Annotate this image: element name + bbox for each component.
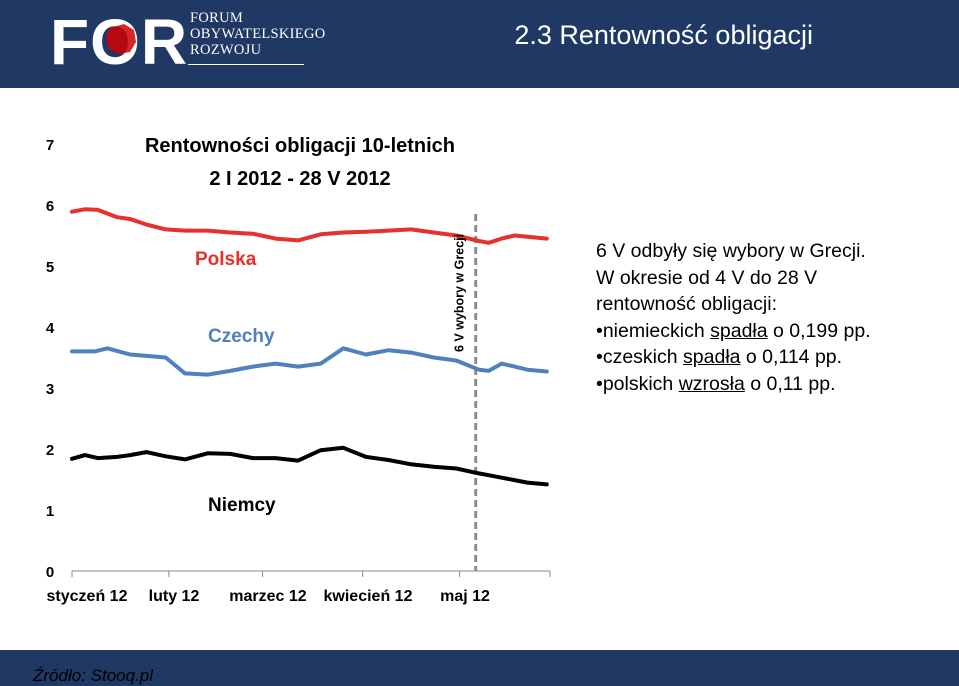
x-tick-label: marzec 12 (229, 588, 306, 605)
info-text: 6 V odbyły się wybory w Grecji. W okresi… (596, 238, 946, 397)
chart-title-line-1: Rentowności obligacji 10-letnich (145, 135, 455, 157)
footer-bar (0, 650, 959, 686)
election-annotation: 6 V wybory w Grecji (453, 234, 467, 352)
y-tick-label: 1 (46, 503, 54, 520)
chart-series (70, 207, 549, 571)
x-tick-label: styczeń 12 (47, 588, 128, 605)
logo-line-3: ROZWOJU (190, 42, 262, 58)
x-tick-label: maj 12 (440, 588, 490, 605)
x-tick-label: luty 12 (149, 588, 200, 605)
info-bullet-poland: •polskich wzrosła o 0,11 pp. (596, 372, 836, 395)
source-note: Źródło: Stooq.pl (33, 666, 154, 685)
chart-labels: 6 V wybory w Grecji Polska Czechy Niemcy (195, 234, 467, 516)
logo-line-2: OBYWATELSKIEGO (190, 26, 326, 42)
y-tick-label: 6 (46, 198, 54, 215)
logo-line-1: FORUM (190, 10, 244, 26)
x-tick-label: kwiecień 12 (324, 588, 413, 605)
info-bullet-czech: •czeskich spadła o 0,114 pp. (596, 346, 843, 368)
info-intro-2: W okresie od 4 V do 28 V (596, 266, 818, 289)
bond-yield-chart: Rentowności obligacji 10-letnich 2 I 201… (46, 135, 551, 605)
poland-map-icon (106, 24, 136, 54)
chart-title-line-2: 2 I 2012 - 28 V 2012 (209, 168, 390, 190)
y-tick-label: 3 (46, 381, 54, 398)
series-label-czechy: Czechy (208, 326, 275, 347)
header-bar (0, 0, 959, 88)
for-logo: FOR (50, 8, 187, 70)
info-intro-1: 6 V odbyły się wybory w Grecji. (596, 240, 866, 262)
slide-title: 2.3 Rentowność obligacji (514, 20, 813, 50)
y-tick-label: 4 (46, 320, 55, 337)
info-bullet-germany: •niemieckich spadła o 0,199 pp. (596, 319, 871, 342)
series-line-czechy (70, 346, 549, 377)
y-tick-label: 5 (46, 259, 54, 276)
logo-caption: FORUM OBYWATELSKIEGO ROZWOJU (190, 10, 326, 58)
y-tick-label: 7 (46, 137, 54, 154)
series-label-polska: Polska (195, 249, 257, 270)
chart-axes: 0 1 2 3 4 5 6 7 styczeń 12 luty 12 marzec 12 kwieci… (46, 137, 551, 605)
series-line-polska (70, 207, 549, 245)
y-tick-label: 0 (46, 564, 54, 581)
y-tick-label: 2 (46, 442, 54, 459)
info-intro-3: rentowność obligacji: (596, 293, 778, 315)
series-label-niemcy: Niemcy (208, 495, 276, 516)
logo-underline (188, 64, 304, 65)
series-line-niemcy (70, 445, 549, 487)
